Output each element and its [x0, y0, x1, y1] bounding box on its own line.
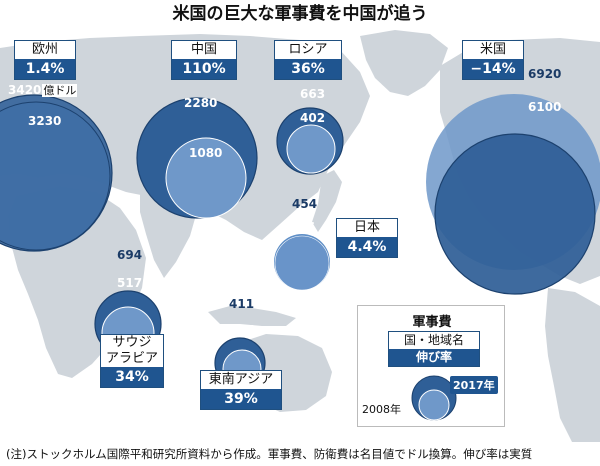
russia-2017-value: 663	[300, 87, 326, 101]
label-china: 中国 110%	[171, 40, 237, 80]
world-map	[0, 26, 600, 442]
saudi-2017-value: 694	[117, 248, 143, 262]
indonesia-land	[208, 306, 296, 326]
bubble-russia-2008	[286, 124, 336, 174]
bubble-japan-2008	[274, 235, 330, 291]
sea-2008-value: 291	[231, 323, 257, 337]
legend-rate: 伸び率	[389, 349, 479, 366]
footnote: (注)ストックホルム国際平和研究所資料から作成。軍事費、防衛費は名目値でドル換算…	[6, 447, 533, 461]
legend-title: 軍事費	[412, 315, 452, 330]
region-rate-saudi: 34%	[101, 367, 163, 387]
region-rate-usa: −14%	[463, 59, 523, 79]
label-usa: 米国 −14%	[462, 40, 524, 80]
map-title: 米国の巨大な軍事費を中国が追う	[172, 4, 428, 24]
usa-2008-value: 6920	[528, 67, 562, 81]
label-saudi: サウジ アラビア 34%	[100, 334, 164, 388]
japan-2017-value: 454	[292, 197, 318, 211]
region-name-saudi-2: アラビア	[105, 351, 158, 366]
region-name-sea: 東南アジア	[208, 372, 274, 387]
bubble-usa-2017	[434, 133, 596, 295]
china-2017-value: 2280	[184, 96, 218, 110]
label-japan: 日本 4.4%	[336, 218, 398, 258]
region-name-usa: 米国	[479, 42, 506, 57]
europe-2017-value: 3420 億ドル	[8, 83, 78, 98]
label-sea: 東南アジア 39%	[200, 370, 282, 410]
legend-region-name: 国・地域名	[403, 333, 464, 347]
region-rate-japan: 4.4%	[337, 237, 397, 257]
russia-2008-value: 402	[300, 111, 326, 125]
region-rate-russia: 36%	[275, 59, 341, 79]
legend-circles	[411, 375, 457, 421]
south-america-land	[545, 288, 600, 442]
japan-2008-value: 446	[290, 220, 316, 234]
europe-2017-number: 3420	[8, 83, 42, 97]
china-2008-value: 1080	[189, 146, 223, 160]
label-europe: 欧州 1.4%	[14, 40, 76, 80]
usa-2017-value: 6100	[528, 100, 562, 114]
saudi-2008-value: 517	[117, 276, 143, 290]
region-name-europe: 欧州	[31, 42, 58, 57]
region-name-russia: ロシア	[288, 42, 328, 57]
region-rate-europe: 1.4%	[15, 59, 75, 79]
legend-year-2008: 2008年	[362, 403, 401, 416]
legend: 軍事費 国・地域名 伸び率 2017年 2008年	[357, 305, 505, 427]
bubble-china-2008	[165, 137, 247, 219]
bubble-layer	[0, 94, 600, 389]
sea-2017-value: 411	[229, 297, 255, 311]
japan-land	[312, 170, 342, 232]
region-rate-sea: 39%	[201, 389, 281, 409]
europe-2008-value: 3230	[28, 114, 62, 128]
unit-label: 億ドル	[42, 84, 78, 97]
legend-label-box: 国・地域名 伸び率	[388, 331, 480, 367]
region-rate-china: 110%	[172, 59, 236, 79]
greenland-land	[360, 30, 448, 96]
region-name-china: 中国	[190, 42, 217, 57]
region-name-saudi-1: サウジ	[112, 335, 152, 350]
map-svg	[0, 26, 600, 442]
legend-circle-2008	[418, 389, 450, 421]
legend-year-2017: 2017年	[450, 376, 498, 394]
label-russia: ロシア 36%	[274, 40, 342, 80]
region-name-japan: 日本	[353, 220, 380, 235]
bubble-europe-2008	[0, 101, 111, 251]
